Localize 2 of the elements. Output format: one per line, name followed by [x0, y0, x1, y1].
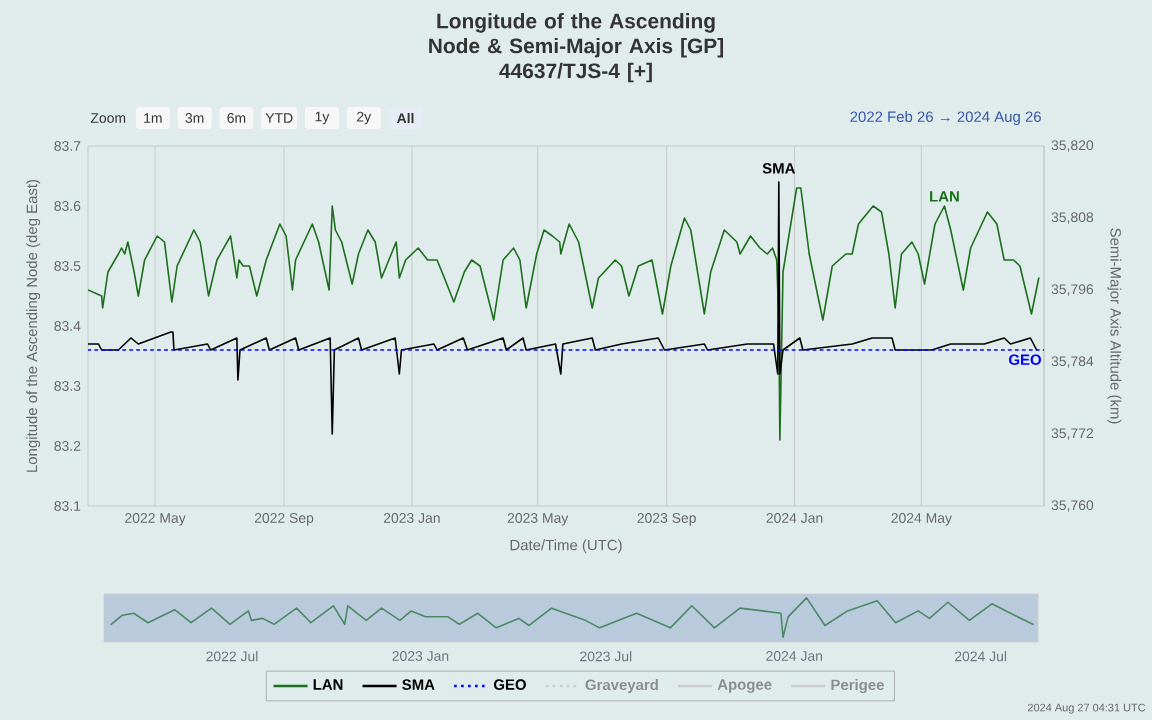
chart-title: Longitude of the Ascending Node & Semi-Major Axis [GP] — [429, 13, 724, 58]
chart-subtitle: 44637/TJS-4 [+] — [499, 62, 652, 83]
